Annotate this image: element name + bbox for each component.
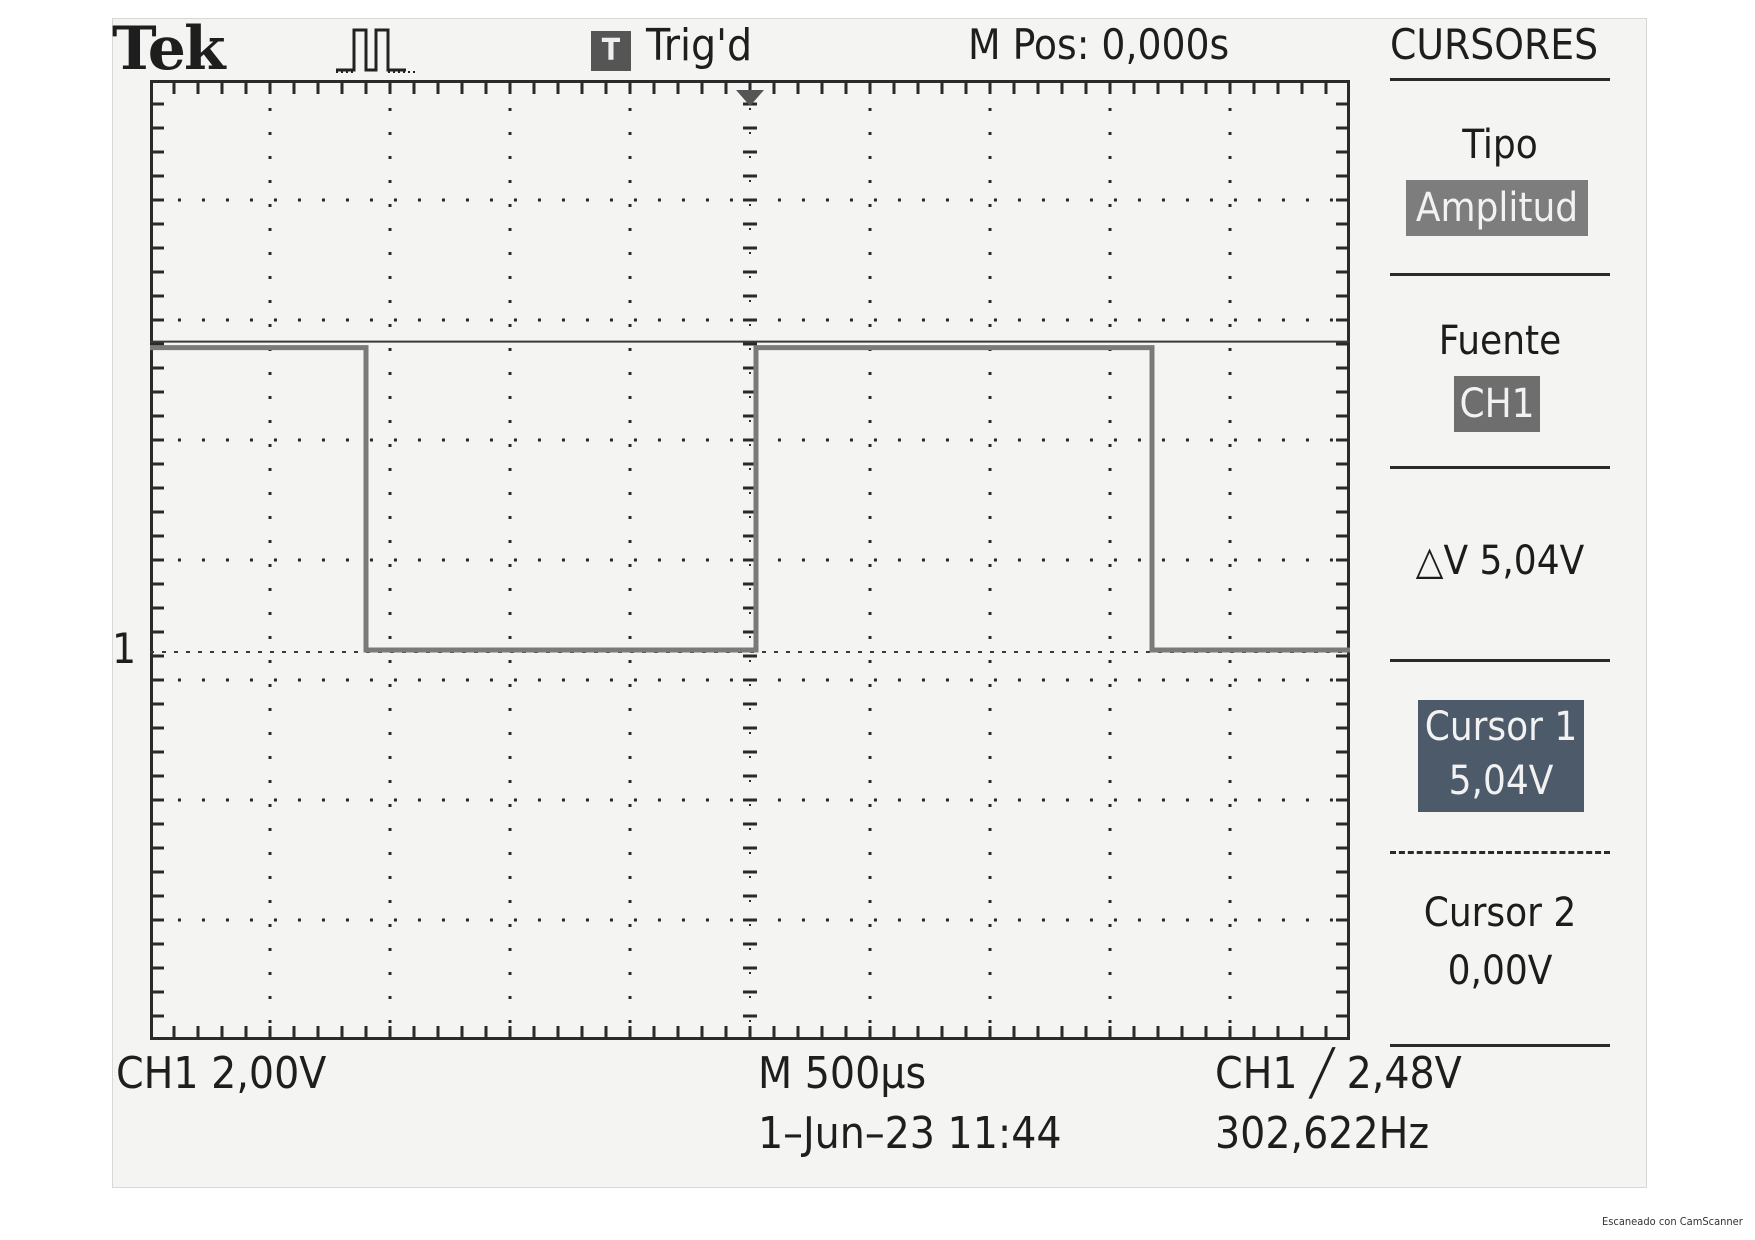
menu-divider	[1390, 659, 1610, 662]
menu-divider	[1390, 78, 1610, 81]
fuente-label: Fuente	[1438, 318, 1562, 364]
trigger-status: Trig'd	[646, 20, 753, 71]
cursor-2-value: 0,00V	[1447, 948, 1553, 994]
trigger-position-marker	[736, 90, 764, 106]
menu-divider-dashed	[1390, 851, 1610, 854]
graticule-frame	[150, 80, 1350, 1040]
trigger-level-readout: CH1 ╱ 2,48V	[1215, 1048, 1462, 1099]
tipo-label: Tipo	[1462, 122, 1538, 168]
trigger-badge: T	[591, 31, 631, 71]
menu-title: CURSORES	[1390, 20, 1599, 69]
cursor-1-value: 5,04V	[1448, 758, 1554, 804]
channel-1-ground-marker: 1	[112, 624, 137, 673]
pulse-waveform-icon	[336, 28, 416, 73]
date-time: 1–Jun–23 11:44	[758, 1108, 1062, 1159]
fuente-button[interactable]: CH1	[1454, 376, 1540, 432]
tek-logo: Tek	[112, 14, 226, 84]
horizontal-position: M Pos: 0,000s	[968, 20, 1230, 69]
menu-divider	[1390, 466, 1610, 469]
frequency-readout: 302,622Hz	[1215, 1108, 1430, 1159]
menu-divider	[1390, 273, 1610, 276]
ch1-waveform-trace	[150, 345, 1350, 653]
cursor-1-label: Cursor 1	[1424, 704, 1578, 750]
ch1-volts-per-div: CH1 2,00V	[116, 1048, 327, 1099]
scanner-watermark: Escaneado con CamScanner	[1602, 1215, 1743, 1228]
cursor-2-label[interactable]: Cursor 2	[1423, 890, 1577, 936]
waveform-graticule	[150, 80, 1350, 1040]
cursor-1-button[interactable]: Cursor 1 5,04V	[1418, 700, 1584, 812]
tipo-button[interactable]: Amplitud	[1406, 180, 1588, 236]
delta-v-readout: △V 5,04V	[1415, 538, 1585, 584]
timebase-readout: M 500µs	[758, 1048, 927, 1099]
menu-divider	[1390, 1044, 1610, 1047]
